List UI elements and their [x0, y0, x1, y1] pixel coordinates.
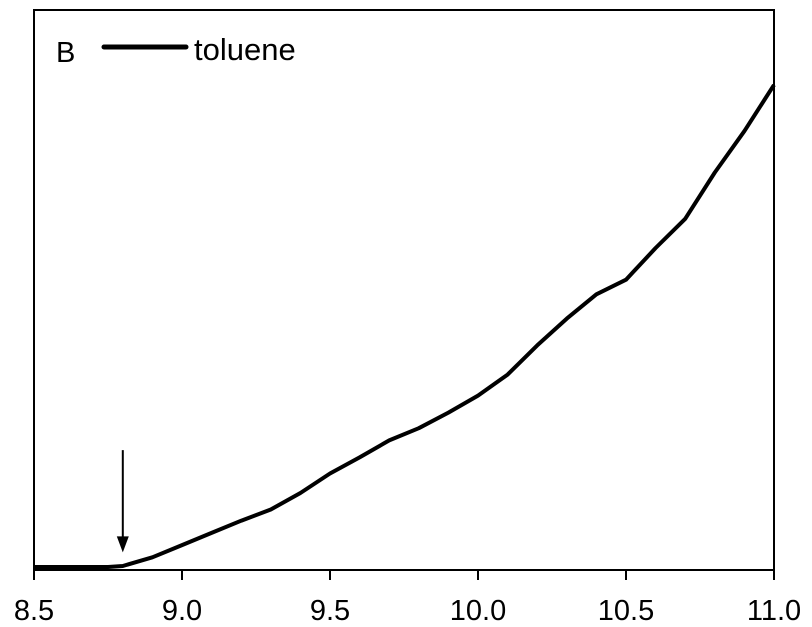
series-layer [34, 83, 776, 569]
plot-frame [33, 9, 775, 571]
x-tick-label: 10.5 [598, 595, 654, 627]
arrow-annotation [116, 450, 129, 553]
x-tick-label: 10.0 [450, 595, 506, 627]
legend-label-toluene: toluene [194, 32, 296, 67]
x-tick-label: 8.5 [14, 595, 54, 627]
x-tick-label: 11.0 [747, 595, 801, 627]
series-line-toluene [34, 83, 776, 569]
legend: toluene [101, 32, 296, 67]
panel-label: B [56, 37, 75, 69]
arrow-head [116, 536, 129, 553]
x-axis-ticks [33, 570, 775, 580]
x-axis-tick-labels: 8.5 9.0 9.5 10.0 10.5 11.0 [14, 595, 801, 627]
annotation-layer [116, 450, 129, 553]
x-tick-label: 9.0 [162, 595, 202, 627]
x-tick-label: 9.5 [310, 595, 350, 627]
